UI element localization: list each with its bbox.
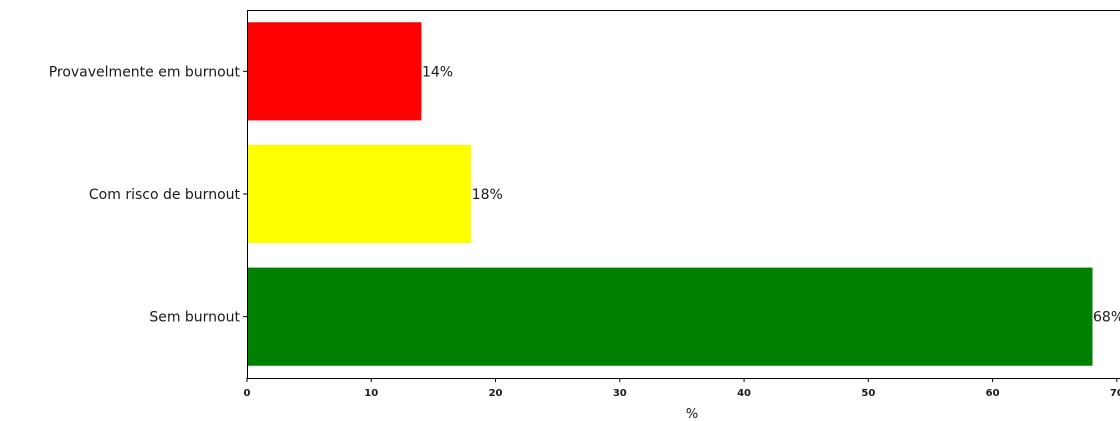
x-tick-label: 20 xyxy=(489,388,503,399)
x-tick-label: 70 xyxy=(1110,388,1120,399)
bar-value-label: 18% xyxy=(472,187,503,203)
y-tick-label: Sem burnout xyxy=(149,310,240,326)
bar-com-risco-de-burnout xyxy=(247,144,472,244)
x-tick-label: 0 xyxy=(244,388,251,399)
bar-provavelmente-em-burnout xyxy=(247,22,422,121)
x-tick-label: 10 xyxy=(364,388,378,399)
bars-group xyxy=(247,22,1093,366)
x-tick-label: 60 xyxy=(986,388,1000,399)
x-axis: 0 10 20 30 40 50 60 70 xyxy=(244,378,1120,399)
x-tick-label: 50 xyxy=(861,388,875,399)
x-tick-label: 40 xyxy=(737,388,751,399)
bar-value-label: 14% xyxy=(422,64,453,80)
bar-sem-burnout xyxy=(247,267,1093,366)
axes-frame xyxy=(247,10,1120,379)
y-tick-labels: Sem burnout Com risco de burnout Provavelm… xyxy=(49,64,247,326)
bar-value-labels: 68% 18% 14% xyxy=(422,64,1120,325)
y-tick-label: Com risco de burnout xyxy=(89,187,241,203)
y-tick-label: Provavelmente em burnout xyxy=(49,64,241,80)
x-axis-title: % xyxy=(686,407,698,421)
x-tick-label: 30 xyxy=(613,388,627,399)
bar-value-label: 68% xyxy=(1093,310,1120,326)
